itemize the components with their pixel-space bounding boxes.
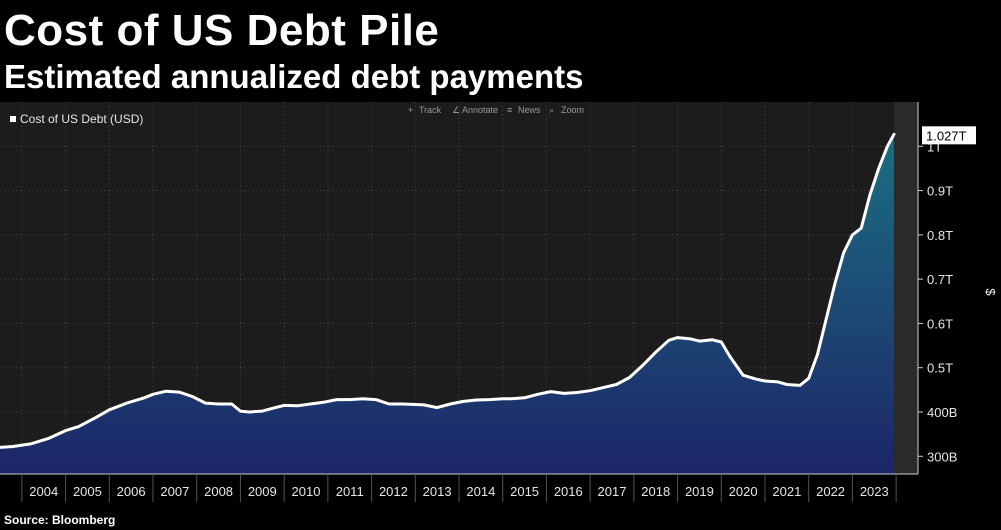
x-tick-label: 2012: [379, 484, 408, 499]
y-tick-label: 400B: [927, 405, 957, 420]
x-tick-label: 2018: [641, 484, 670, 499]
x-tick-label: 2019: [685, 484, 714, 499]
x-tick-label: 2011: [336, 484, 364, 499]
x-tick-label: 2006: [117, 484, 146, 499]
legend-label: Cost of US Debt (USD): [20, 112, 143, 126]
y-tick-label: 300B: [927, 449, 957, 464]
x-axis-ticks: 2004 2005 2006 2007 2008 2009 2010 2011 2012 2013…: [21, 474, 897, 502]
x-tick-label: 2008: [204, 484, 233, 499]
x-tick-label: 2007: [160, 484, 189, 499]
last-value-callout: 1.027T: [922, 126, 976, 145]
y-tick-label: 0.9T: [927, 184, 953, 199]
area-fill: [0, 134, 894, 475]
zoom-label: Zoom: [561, 105, 584, 115]
x-tick-label: 2017: [598, 484, 627, 499]
track-tool[interactable]: + Track: [408, 105, 442, 115]
series-area: [0, 134, 894, 475]
last-value-callout-bg: [922, 126, 976, 145]
annotate-label: Annotate: [462, 105, 498, 115]
track-icon: +: [408, 105, 413, 115]
y-axis-label: $: [983, 288, 998, 296]
y-tick-label: 0.6T: [927, 316, 953, 331]
legend: Cost of US Debt (USD): [10, 112, 143, 126]
news-tool[interactable]: ≡ News: [507, 105, 541, 115]
x-tick-label: 2010: [292, 484, 321, 499]
news-label: News: [518, 105, 541, 115]
series-line: [0, 132, 896, 449]
annotate-tool[interactable]: ∠ Annotate: [452, 105, 498, 115]
latest-period-strip: [893, 102, 918, 474]
x-tick-label: 2023: [860, 484, 889, 499]
last-value-label: 1.027T: [926, 128, 967, 143]
page-subtitle: Estimated annualized debt payments: [4, 58, 584, 95]
annotate-icon: ∠: [452, 105, 460, 115]
series-line-group: [0, 132, 896, 449]
x-tick-label: 2020: [729, 484, 758, 499]
x-tick-label: 2013: [423, 484, 452, 499]
x-tick-label: 2009: [248, 484, 277, 499]
news-icon: ≡: [507, 105, 512, 115]
y-tick-label: 0.7T: [927, 272, 953, 287]
x-tick-label: 2022: [816, 484, 845, 499]
y-tick-label: 0.5T: [927, 361, 953, 376]
x-tick-label: 2015: [510, 484, 539, 499]
track-label: Track: [419, 105, 442, 115]
x-tick-label: 2016: [554, 484, 583, 499]
x-tick-label: 2004: [29, 484, 58, 499]
source-note: Source: Bloomberg: [4, 513, 116, 527]
x-tick-label: 2014: [466, 484, 495, 499]
chart-toolbar: + Track ∠ Annotate ≡ News ⌕ Zoom: [408, 105, 584, 115]
x-tick-label: 2021: [772, 484, 801, 499]
legend-swatch: [10, 116, 16, 122]
x-tick-label: 2005: [73, 484, 102, 499]
y-tick-label: 0.8T: [927, 228, 953, 243]
page-title: Cost of US Debt Pile: [4, 6, 440, 55]
zoom-tool[interactable]: ⌕ Zoom: [549, 105, 584, 115]
zoom-icon: ⌕: [549, 105, 554, 115]
